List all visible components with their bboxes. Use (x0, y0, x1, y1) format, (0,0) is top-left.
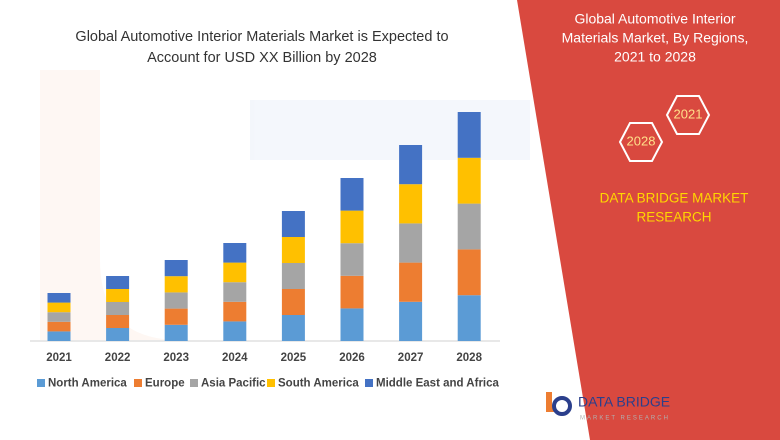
bar-segment (223, 321, 247, 341)
bar-segment (47, 293, 71, 303)
panel-title: 2021 to 2028 (614, 49, 696, 65)
legend-label: Asia Pacific (201, 378, 266, 390)
bar-segment (281, 263, 305, 289)
chart-title: Global Automotive Interior Materials Mar… (75, 29, 448, 45)
bar-segment (457, 157, 481, 204)
legend-label: Middle East and Africa (376, 378, 500, 390)
legend-swatch (37, 379, 45, 387)
legend-swatch (134, 379, 142, 387)
logo-icon (546, 392, 572, 416)
bar-segment (223, 282, 247, 302)
brand-text: DATA BRIDGE MARKET (600, 191, 749, 206)
bar-segment (164, 324, 188, 341)
hex-label: 2028 (627, 133, 656, 148)
panel-title: Materials Market, By Regions, (562, 30, 749, 46)
logo-name: DATA BRIDGE (578, 394, 670, 410)
legend-label: North America (48, 378, 127, 390)
bar-segment (47, 321, 71, 332)
bar-segment (223, 243, 247, 263)
bar-segment (106, 315, 130, 328)
x-tick-label: 2023 (163, 352, 189, 364)
bar-segment (47, 312, 71, 322)
bar-segment (457, 112, 481, 158)
x-tick-label: 2028 (456, 352, 482, 364)
bar-segment (457, 203, 481, 250)
bar-segment (164, 276, 188, 293)
bar-segment (164, 260, 188, 277)
bar-segment (340, 275, 364, 309)
watermark (40, 70, 530, 340)
side-panel (517, 0, 780, 440)
panel-title: Global Automotive Interior (574, 11, 735, 27)
bar-segment (399, 223, 423, 263)
bar-segment (164, 292, 188, 309)
legend-label: South America (278, 378, 359, 390)
legend-swatch (365, 379, 373, 387)
bar-segment (457, 295, 481, 341)
bar-segment (340, 308, 364, 341)
bar-segment (223, 301, 247, 322)
bar-segment (47, 331, 71, 341)
bar-segment (106, 276, 130, 289)
hexagon (665, 95, 711, 135)
bar-segment (399, 184, 423, 224)
legend-label: Europe (145, 378, 185, 390)
x-tick-label: 2024 (222, 352, 248, 364)
bar-segment (106, 289, 130, 302)
bar-segment (281, 211, 305, 237)
bar-segment (106, 302, 130, 315)
x-tick-label: 2021 (46, 352, 72, 364)
legend-swatch (190, 379, 198, 387)
bar-segment (281, 237, 305, 263)
bar-segment (340, 243, 364, 276)
x-tick-label: 2026 (339, 352, 365, 364)
bar-segment (340, 210, 364, 244)
bar-segment (399, 145, 423, 185)
bar-segment (106, 328, 130, 341)
chart-title: Account for USD XX Billion by 2028 (147, 50, 377, 66)
bar-segment (281, 315, 305, 341)
legend-swatch (267, 379, 275, 387)
x-tick-label: 2025 (281, 352, 307, 364)
bar-segment (223, 262, 247, 283)
x-tick-label: 2022 (105, 352, 131, 364)
bar-segment (457, 249, 481, 296)
brand-text: RESEARCH (636, 210, 711, 225)
x-tick-label: 2027 (398, 352, 424, 364)
bar-segment (164, 308, 188, 325)
bar-segment (47, 302, 71, 313)
bar-segment (399, 262, 423, 302)
hex-label: 2021 (674, 106, 703, 121)
bar-segment (281, 289, 305, 315)
bar-segment (340, 178, 364, 211)
hexagon (618, 122, 664, 162)
logo-tagline: MARKET RESEARCH (580, 416, 670, 422)
bar-segment (399, 301, 423, 341)
